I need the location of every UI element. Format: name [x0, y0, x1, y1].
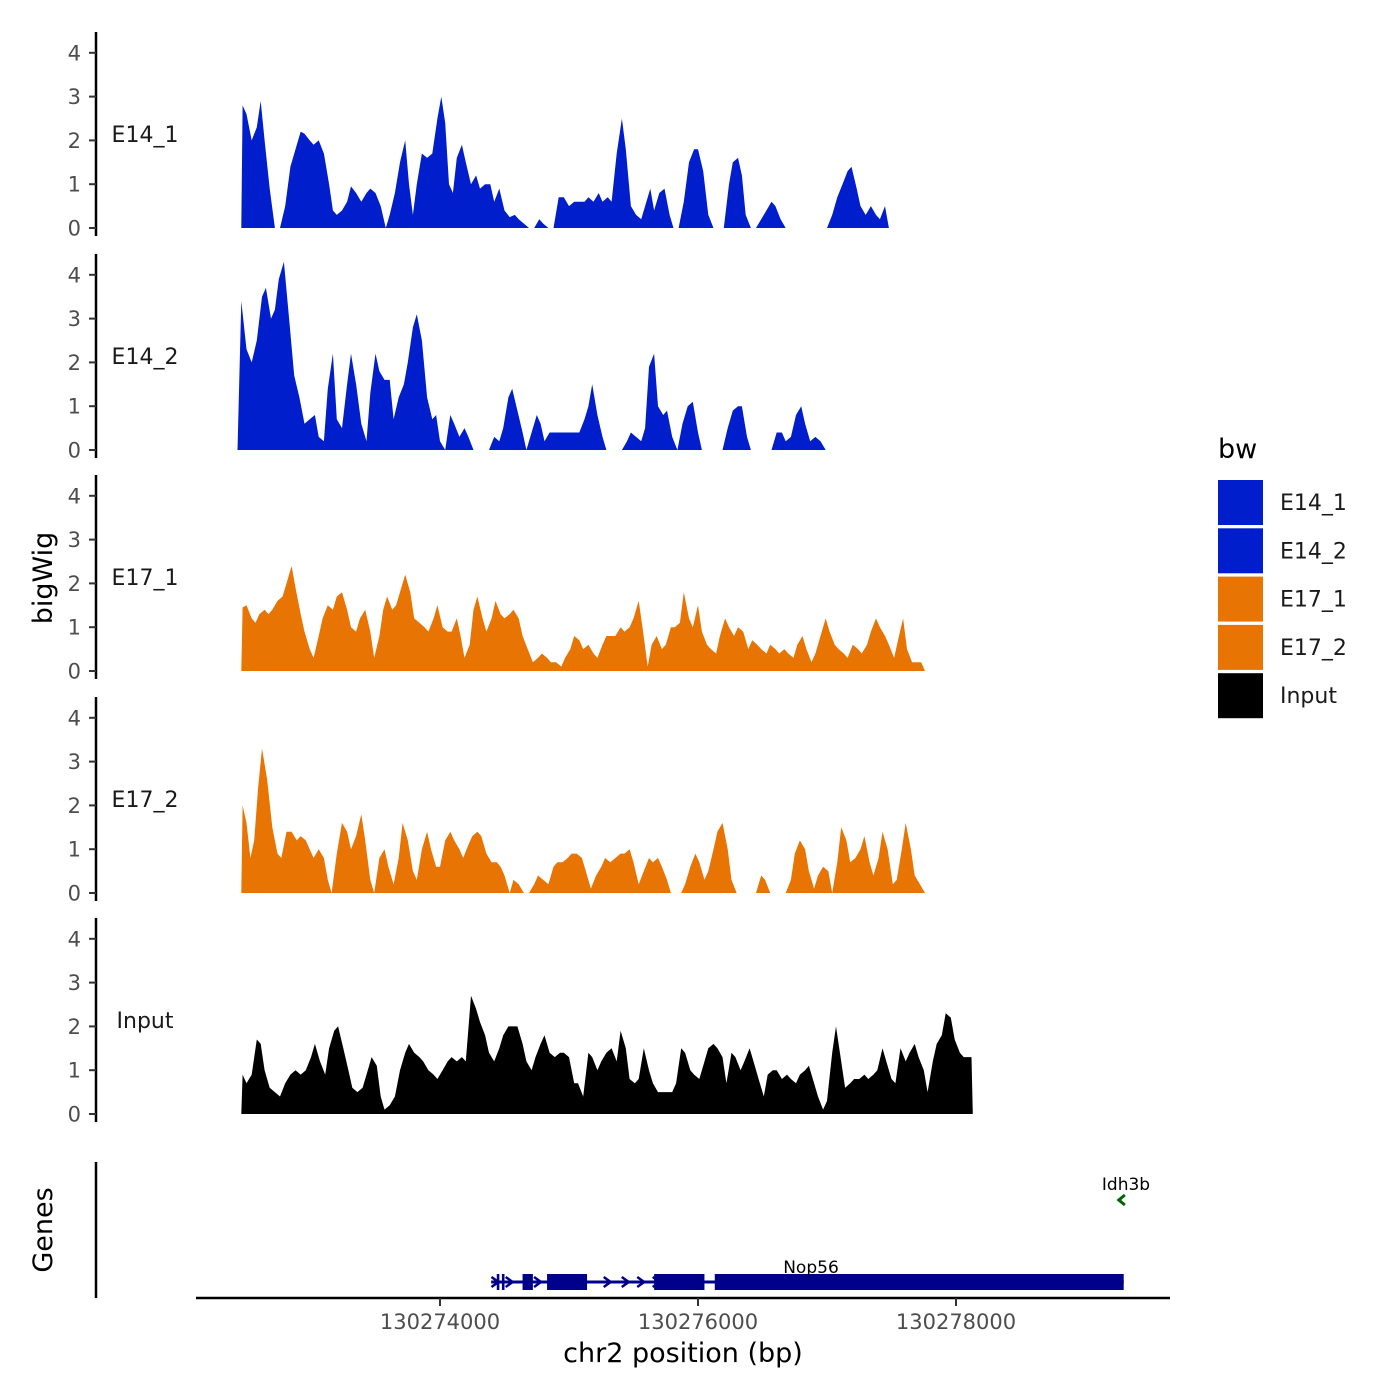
- strand-arrow: [504, 1275, 515, 1289]
- y-tick-label: 3: [68, 750, 81, 774]
- y-tick-label: 0: [68, 660, 81, 684]
- y-tick-label: 3: [68, 528, 81, 552]
- y-tick-label: 2: [68, 1015, 81, 1039]
- genes-track-title: Genes: [28, 1187, 59, 1272]
- legend-label: E14_2: [1280, 539, 1347, 564]
- y-tick-label: 4: [68, 484, 81, 508]
- legend-swatch-input: [1218, 673, 1263, 719]
- y-tick-label: 0: [68, 439, 81, 463]
- track-label: E14_2: [112, 345, 179, 370]
- gene-label-nop56: Nop56: [783, 1258, 839, 1278]
- legend-swatch-e14-2: [1218, 528, 1263, 574]
- coverage-area-e17-1: [241, 565, 926, 671]
- coverage-area-input: [241, 995, 973, 1114]
- y-tick-label: 4: [68, 706, 81, 730]
- track-label: E14_1: [112, 123, 179, 148]
- y-tick-label: 2: [68, 794, 81, 818]
- track-e17-1: 0 1 2 3 4 E17_1: [68, 475, 926, 684]
- y-tick-label: 3: [68, 307, 81, 331]
- y-tick-label: 3: [68, 85, 81, 109]
- tracks-group: 0 1 2 3 4 E14_1 0 1 2 3 4 E14_2 0 1 2 3 4 E17_1 0 1 2 3 4 E17_2…: [68, 32, 973, 1127]
- y-tick-label: 1: [68, 838, 81, 862]
- legend-label: Input: [1280, 684, 1337, 709]
- gene-label-idh3b: Idh3b: [1102, 1175, 1150, 1195]
- y-tick-label: 2: [68, 351, 81, 375]
- track-input: 0 1 2 3 4 Input: [68, 918, 973, 1127]
- legend-label: E17_2: [1280, 636, 1347, 661]
- y-tick-label: 1: [68, 1059, 81, 1083]
- legend: bw E14_1 E14_2 E17_1 E17_2 Input: [1218, 434, 1347, 719]
- coverage-area-e14-1: [241, 96, 889, 228]
- gene-exon: [714, 1274, 1124, 1290]
- legend-title: bw: [1218, 434, 1257, 465]
- gene-exon: [522, 1274, 533, 1290]
- coverage-area-e14-2: [237, 261, 826, 450]
- y-tick-label: 0: [68, 1103, 81, 1127]
- gene-exon: [501, 1274, 505, 1290]
- track-e14-1: 0 1 2 3 4 E14_1: [68, 32, 889, 241]
- y-tick-label: 1: [68, 173, 81, 197]
- y-tick-label: 4: [68, 263, 81, 287]
- strand-arrow: [636, 1275, 647, 1289]
- coverage-area-e17-2: [241, 748, 926, 893]
- genes-track: Genes Nop56 Idh3b: [28, 1162, 1150, 1298]
- legend-swatch-e14-1: [1218, 480, 1263, 525]
- legend-swatch-e17-1: [1218, 576, 1263, 622]
- gene-idh3b-mark: [1116, 1193, 1126, 1207]
- track-e14-2: 0 1 2 3 4 E14_2: [68, 254, 826, 463]
- strand-arrow: [490, 1275, 501, 1289]
- y-tick-label: 1: [68, 616, 81, 640]
- y-tick-label: 4: [68, 927, 81, 951]
- x-axis: chr2 position (bp) 130274000 130276000 130…: [196, 1296, 1170, 1369]
- track-label: E17_1: [112, 566, 179, 591]
- y-tick-label: 2: [68, 572, 81, 596]
- x-tick-label: 130274000: [380, 1310, 500, 1334]
- y-tick-label: 3: [68, 971, 81, 995]
- y-tick-label: 1: [68, 395, 81, 419]
- gene-exon: [547, 1274, 588, 1290]
- x-axis-title: chr2 position (bp): [563, 1338, 803, 1369]
- strand-arrow: [533, 1275, 544, 1289]
- x-tick-label: 130276000: [638, 1310, 758, 1334]
- y-tick-label: 4: [68, 41, 81, 65]
- y-tick-label: 2: [68, 129, 81, 153]
- strand-arrow: [651, 1275, 662, 1289]
- y-axis-title: bigWig: [28, 532, 59, 625]
- track-label: Input: [117, 1009, 174, 1034]
- legend-label: E14_1: [1280, 491, 1347, 516]
- track-e17-2: 0 1 2 3 4 E17_2: [68, 697, 926, 906]
- y-tick-label: 0: [68, 882, 81, 906]
- gene-exon: [654, 1274, 705, 1290]
- track-label: E17_2: [112, 788, 179, 813]
- legend-label: E17_1: [1280, 588, 1347, 613]
- strand-arrow: [621, 1275, 631, 1289]
- legend-swatch-e17-2: [1218, 624, 1263, 670]
- strand-arrow: [602, 1275, 613, 1289]
- x-tick-label: 130278000: [896, 1310, 1016, 1334]
- y-tick-label: 0: [68, 217, 81, 241]
